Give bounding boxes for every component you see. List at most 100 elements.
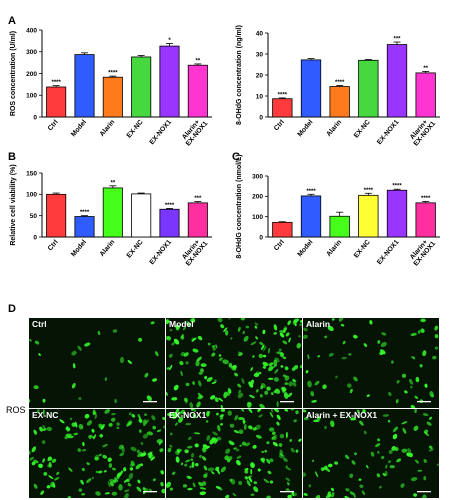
chart-4: C 0 100 200 300 8-OHdG concentration (nmol/L)…: [232, 151, 440, 268]
y-tick-label: 100: [26, 192, 37, 199]
bar: [329, 86, 350, 118]
micrograph: Alarin + EX-NOX1: [303, 409, 439, 498]
y-tick-label: 0: [33, 114, 37, 121]
y-tick-label: 200: [26, 71, 37, 78]
bar: [74, 216, 95, 238]
y-tick-label: 400: [26, 27, 37, 34]
bar: [102, 76, 123, 118]
micrograph-label: Alarin: [306, 319, 330, 329]
bar: [386, 189, 408, 238]
y-tick-label: 30: [256, 51, 264, 58]
significance-label: ****: [108, 71, 118, 77]
chart-2: 0 10 20 30 40 8-OHdG concentration (ng/ml) ***…: [236, 25, 440, 148]
category-label: Alarin: [325, 239, 343, 258]
y-axis-title: ROS concentration (U/ml): [10, 31, 17, 116]
category-label: EX-NOX1: [376, 119, 401, 147]
bar: [159, 45, 180, 118]
category-label: EX-NC: [353, 119, 372, 140]
significance-label: ****: [392, 184, 402, 190]
significance-label: ****: [335, 80, 345, 86]
panel-letter: A: [8, 15, 16, 27]
y-axis-title: Relative cell viability (%): [10, 164, 17, 245]
category-label: Model: [297, 239, 315, 259]
category-label: EX-NC: [353, 239, 372, 260]
y-tick-label: 50: [30, 213, 38, 220]
bar: [300, 59, 322, 118]
micrograph: Ctrl: [29, 318, 165, 408]
significance-label: ****: [306, 189, 316, 195]
category-label: Model: [70, 119, 88, 139]
bar: [358, 59, 379, 118]
category-label: EX-NOX1: [148, 239, 173, 267]
micrograph-label: Alarin + EX-NOX1: [306, 410, 377, 420]
bar: [358, 194, 379, 238]
chart-1: A 0 100 200 300 400 ROS concentration (U/ml) **…: [8, 15, 212, 148]
micrograph-label: Model: [169, 319, 194, 329]
y-tick-label: 150: [26, 170, 37, 177]
significance-label: ***: [393, 37, 401, 43]
micrograph-background: [303, 318, 439, 408]
chart-3: B 0 50 100 150 Relative cell viability (%) Ctr…: [8, 151, 212, 268]
cell-field: [303, 318, 439, 408]
category-label: Ctrl: [273, 239, 286, 253]
bar: [187, 64, 208, 118]
micrograph: Alarin: [303, 318, 439, 408]
y-tick-label: 100: [252, 214, 263, 221]
y-tick-label: 200: [252, 194, 263, 201]
bar: [272, 98, 293, 118]
bar: [131, 193, 152, 238]
bar: [131, 56, 152, 118]
cell-field: [166, 409, 302, 498]
bar: [46, 86, 67, 118]
y-tick-label: 100: [26, 93, 37, 100]
cell-field: [29, 409, 165, 498]
significance-label: ****: [51, 80, 61, 86]
bar: [329, 215, 350, 238]
cell-field: [29, 321, 159, 404]
bar: [159, 208, 180, 238]
category-label: Model: [297, 119, 315, 139]
significance-label: ****: [165, 203, 175, 209]
y-tick-label: 20: [256, 72, 264, 79]
row-label: ROS: [6, 405, 26, 415]
scale-bar: [280, 491, 294, 493]
y-axis-title: 8-OHdG concentration (nmol/L): [236, 154, 243, 258]
significance-label: ****: [80, 210, 90, 216]
significance-label: ****: [278, 92, 288, 98]
category-label: Alarin+EX-NOX1: [407, 116, 437, 148]
bar: [272, 221, 293, 238]
y-tick-label: 0: [259, 234, 263, 241]
category-label: Alarin+EX-NOX1: [407, 236, 437, 268]
y-tick-label: 0: [259, 114, 263, 121]
category-label: Ctrl: [47, 119, 60, 133]
category-label: Alarin+EX-NOX1: [179, 236, 209, 268]
y-tick-label: 10: [256, 93, 264, 100]
micrograph: EX-NC: [29, 409, 165, 498]
micrograph-background: [29, 318, 165, 408]
panel-letter: B: [8, 151, 16, 163]
bar: [386, 44, 408, 118]
category-label: EX-NOX1: [148, 119, 173, 147]
bar: [74, 54, 95, 118]
significance-label: ****: [421, 196, 431, 202]
category-label: Model: [70, 239, 88, 259]
significance-label: ***: [194, 196, 202, 202]
panel-d-micrographs: D ROS Ctrl Model Alarin EX-NC EX-NOX1 Alarin + …: [6, 303, 439, 498]
bar: [415, 72, 436, 118]
y-tick-label: 40: [256, 30, 264, 37]
bar: [46, 193, 67, 238]
cell-field: [166, 318, 302, 408]
category-label: EX-NC: [126, 119, 145, 140]
y-tick-label: 300: [26, 49, 37, 56]
bar: [415, 202, 436, 238]
bar: [300, 195, 322, 238]
micrograph-label: Ctrl: [32, 319, 47, 329]
y-tick-label: 0: [33, 234, 37, 241]
y-axis-title: 8-OHdG concentration (ng/ml): [236, 25, 243, 125]
micrograph-label: EX-NOX1: [169, 410, 207, 420]
y-tick-label: 300: [252, 173, 263, 180]
category-label: Ctrl: [273, 119, 286, 133]
category-label: Ctrl: [47, 239, 60, 253]
micrograph-label: EX-NC: [32, 410, 58, 420]
